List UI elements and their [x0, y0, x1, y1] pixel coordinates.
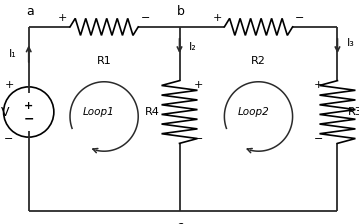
- Text: +: +: [213, 13, 222, 23]
- Text: R3: R3: [348, 107, 359, 117]
- Text: −: −: [23, 112, 34, 125]
- Text: c: c: [176, 220, 183, 224]
- Text: +: +: [194, 80, 203, 90]
- Text: +: +: [314, 80, 323, 90]
- Text: R2: R2: [251, 56, 266, 66]
- Text: −: −: [141, 13, 150, 23]
- Text: Loop2: Loop2: [237, 107, 269, 117]
- Text: +: +: [24, 101, 33, 111]
- Text: Loop1: Loop1: [83, 107, 115, 117]
- Text: R1: R1: [97, 56, 112, 66]
- Text: I₂: I₂: [188, 42, 196, 52]
- Text: I₁: I₁: [8, 49, 16, 59]
- Text: b: b: [177, 5, 185, 18]
- Text: −: −: [295, 13, 304, 23]
- Text: +: +: [4, 80, 14, 90]
- Text: I₃: I₃: [346, 38, 354, 47]
- Text: −: −: [314, 134, 323, 144]
- Text: −: −: [4, 134, 14, 144]
- Text: V: V: [0, 106, 9, 118]
- Text: +: +: [58, 13, 67, 23]
- Text: R4: R4: [145, 107, 160, 117]
- Text: a: a: [27, 5, 34, 18]
- Text: −: −: [194, 134, 203, 144]
